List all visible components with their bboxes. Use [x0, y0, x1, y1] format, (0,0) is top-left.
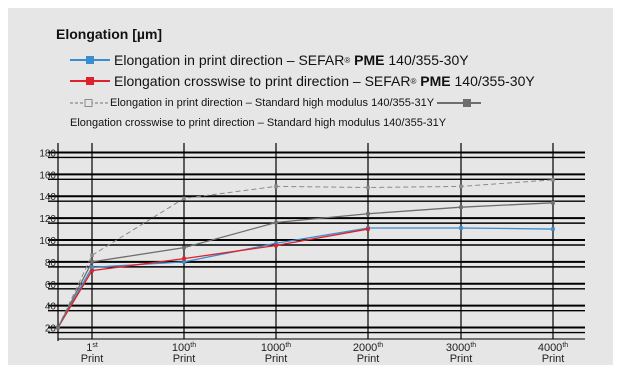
legend-product: 140/355-30Y	[454, 73, 535, 89]
data-point	[459, 184, 463, 189]
y-tick-label: 60	[45, 280, 57, 291]
legend-label: Elongation crosswise to print direction …	[114, 73, 411, 89]
data-point	[90, 253, 94, 258]
x-tick-word: Print	[357, 353, 380, 365]
y-tick-label: 180	[39, 148, 56, 159]
x-tick-word: Print	[173, 353, 196, 365]
x-tick-number: 4000th	[538, 342, 568, 354]
data-point	[90, 265, 94, 270]
data-point	[182, 196, 186, 201]
x-tick-suffix: th	[190, 342, 196, 349]
legend-swatch-gray	[437, 99, 482, 107]
data-point	[459, 226, 463, 230]
legend-swatch-red	[70, 77, 110, 85]
y-tick-label: 100	[39, 236, 56, 247]
x-tick-number: 1st	[86, 342, 98, 354]
x-tick-suffix: th	[285, 342, 291, 349]
data-point	[274, 243, 278, 248]
y-tick-label: 160	[39, 170, 56, 181]
y-tick-label: 40	[45, 302, 57, 313]
data-point	[366, 211, 370, 216]
data-point	[182, 260, 186, 264]
legend-swatch-dashed	[70, 99, 108, 107]
data-point	[56, 325, 60, 330]
x-tick-word: Print	[265, 353, 288, 365]
data-point	[551, 201, 555, 205]
data-point	[366, 227, 370, 231]
axes	[57, 143, 585, 341]
tick-labels: 204060801001201401601801stPrint100thPrin…	[39, 148, 568, 365]
x-tick-suffix: th	[377, 342, 383, 349]
data-point	[366, 185, 370, 190]
data-point	[551, 227, 555, 231]
x-tick-number: 1000th	[261, 342, 291, 354]
legend-swatch-blue	[70, 56, 110, 64]
data-point	[182, 245, 186, 250]
y-tick-label: 140	[39, 192, 56, 203]
legend-entry-sefar-crosswise: Elongation crosswise to print direction …	[70, 73, 535, 89]
chart-title: Elongation [µm]	[56, 26, 163, 42]
data-point	[90, 260, 94, 264]
y-tick-label: 20	[45, 324, 57, 335]
series-lines	[56, 178, 555, 330]
legend-label: Elongation in print direction – SEFAR	[114, 52, 345, 68]
data-point	[182, 256, 186, 261]
x-tick-number: 3000th	[446, 342, 476, 354]
series-line-1	[57, 228, 369, 328]
data-point	[274, 220, 278, 225]
legend-brand: PME	[354, 52, 385, 68]
x-tick-number: 100th	[172, 342, 196, 354]
legend-label: Elongation crosswise to print direction …	[70, 117, 447, 129]
x-tick-number: 2000th	[353, 342, 383, 354]
data-point	[90, 268, 94, 273]
y-tick-label: 120	[39, 214, 56, 225]
x-tick-word: Print	[542, 353, 565, 365]
legend-entry-standard-crosswise: Elongation crosswise to print direction …	[70, 117, 446, 129]
data-point	[274, 241, 278, 246]
x-tick-suffix: th	[562, 342, 568, 349]
x-tick-suffix: st	[92, 342, 98, 349]
registered-mark: ®	[410, 76, 417, 86]
data-point	[551, 178, 555, 182]
data-point	[459, 205, 463, 209]
series-line-0	[57, 227, 554, 328]
legend-entry-sefar-print: Elongation in print direction – SEFAR ® P…	[70, 52, 469, 68]
registered-mark: ®	[344, 55, 351, 65]
y-tick-label: 80	[45, 258, 57, 269]
x-tick-word: Print	[450, 353, 473, 365]
data-point	[274, 184, 278, 189]
grid-lines	[48, 143, 585, 339]
legend-entry-standard-print: Elongation in print direction – Standard…	[70, 97, 482, 109]
legend-label: Elongation in print direction – Standard…	[110, 97, 435, 109]
x-tick-suffix: th	[470, 342, 476, 349]
legend-brand: PME	[420, 73, 451, 89]
x-tick-word: Print	[81, 353, 104, 365]
legend-product: 140/355-30Y	[388, 52, 469, 68]
